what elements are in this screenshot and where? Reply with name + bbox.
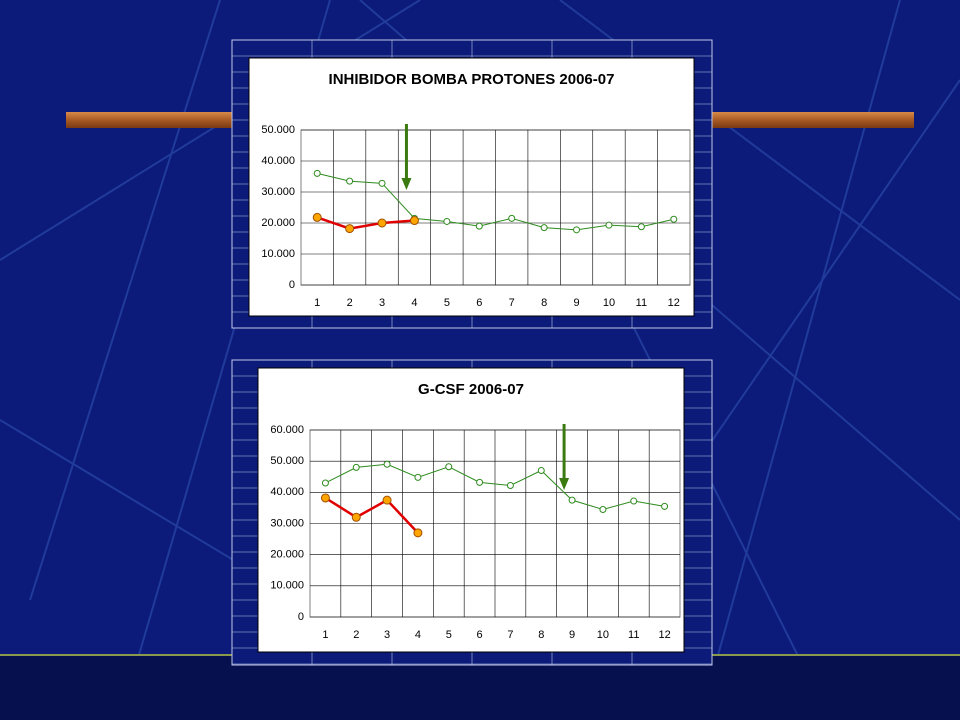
x-tick-label: 9	[569, 629, 575, 641]
chart-title: INHIBIDOR BOMBA PROTONES 2006-07	[329, 71, 615, 88]
marker	[313, 169, 321, 177]
marker	[443, 217, 451, 225]
y-tick-label: 20.000	[261, 217, 295, 229]
x-tick-label: 11	[628, 629, 639, 641]
arrow-head	[559, 478, 570, 490]
x-tick-label: 5	[446, 629, 452, 641]
marker	[476, 478, 484, 486]
x-tick-label: 9	[573, 297, 579, 309]
marker	[568, 496, 576, 504]
marker	[382, 495, 392, 505]
y-tick-label: 50.000	[261, 124, 295, 136]
x-tick-label: 2	[347, 297, 353, 309]
marker	[445, 463, 453, 471]
x-tick-label: 2	[353, 629, 359, 641]
x-tick-label: 1	[322, 629, 328, 641]
marker	[414, 473, 422, 481]
arrow-head	[401, 178, 412, 190]
marker	[637, 223, 645, 231]
marker	[605, 221, 613, 229]
marker	[383, 460, 391, 468]
marker	[537, 467, 545, 475]
marker	[413, 528, 423, 538]
marker	[378, 179, 386, 187]
y-tick-label: 10.000	[270, 580, 304, 592]
marker	[346, 177, 354, 185]
x-tick-label: 7	[507, 629, 513, 641]
chart-title: G-CSF 2006-07	[418, 381, 524, 398]
x-tick-label: 8	[541, 297, 547, 309]
marker	[670, 215, 678, 223]
x-tick-label: 7	[509, 297, 515, 309]
x-tick-label: 12	[658, 629, 670, 641]
series-line	[317, 172, 674, 231]
y-tick-label: 0	[298, 611, 304, 623]
x-tick-label: 11	[636, 297, 647, 309]
series-line	[316, 216, 415, 230]
x-tick-label: 1	[314, 297, 320, 309]
marker	[352, 463, 360, 471]
y-tick-label: 40.000	[261, 155, 295, 167]
x-tick-label: 4	[415, 629, 421, 641]
marker	[321, 479, 329, 487]
y-tick-label: 50.000	[270, 455, 304, 467]
marker	[312, 212, 322, 222]
marker	[345, 224, 355, 234]
x-tick-label: 10	[597, 629, 609, 641]
marker	[377, 218, 387, 228]
x-tick-label: 3	[379, 297, 385, 309]
marker	[599, 505, 607, 513]
x-tick-label: 4	[411, 297, 417, 309]
marker	[475, 222, 483, 230]
bottom-band	[0, 655, 960, 720]
x-tick-label: 12	[668, 297, 680, 309]
marker	[540, 224, 548, 232]
marker	[573, 226, 581, 234]
x-tick-label: 5	[444, 297, 450, 309]
series-line	[325, 463, 665, 510]
x-tick-label: 6	[477, 629, 483, 641]
marker	[409, 216, 419, 226]
marker	[320, 493, 330, 503]
x-tick-label: 6	[476, 297, 482, 309]
y-tick-label: 60.000	[270, 424, 304, 436]
y-tick-label: 30.000	[270, 517, 304, 529]
y-tick-label: 30.000	[261, 186, 295, 198]
y-tick-label: 40.000	[270, 486, 304, 498]
x-tick-label: 8	[538, 629, 544, 641]
marker	[506, 481, 514, 489]
y-tick-label: 20.000	[270, 549, 304, 561]
x-tick-label: 3	[384, 629, 390, 641]
marker	[661, 502, 669, 510]
y-tick-label: 0	[289, 279, 295, 291]
marker	[630, 497, 638, 505]
y-tick-label: 10.000	[261, 248, 295, 260]
marker	[351, 512, 361, 522]
marker	[508, 214, 516, 222]
series-line	[324, 496, 419, 534]
x-tick-label: 10	[603, 297, 615, 309]
